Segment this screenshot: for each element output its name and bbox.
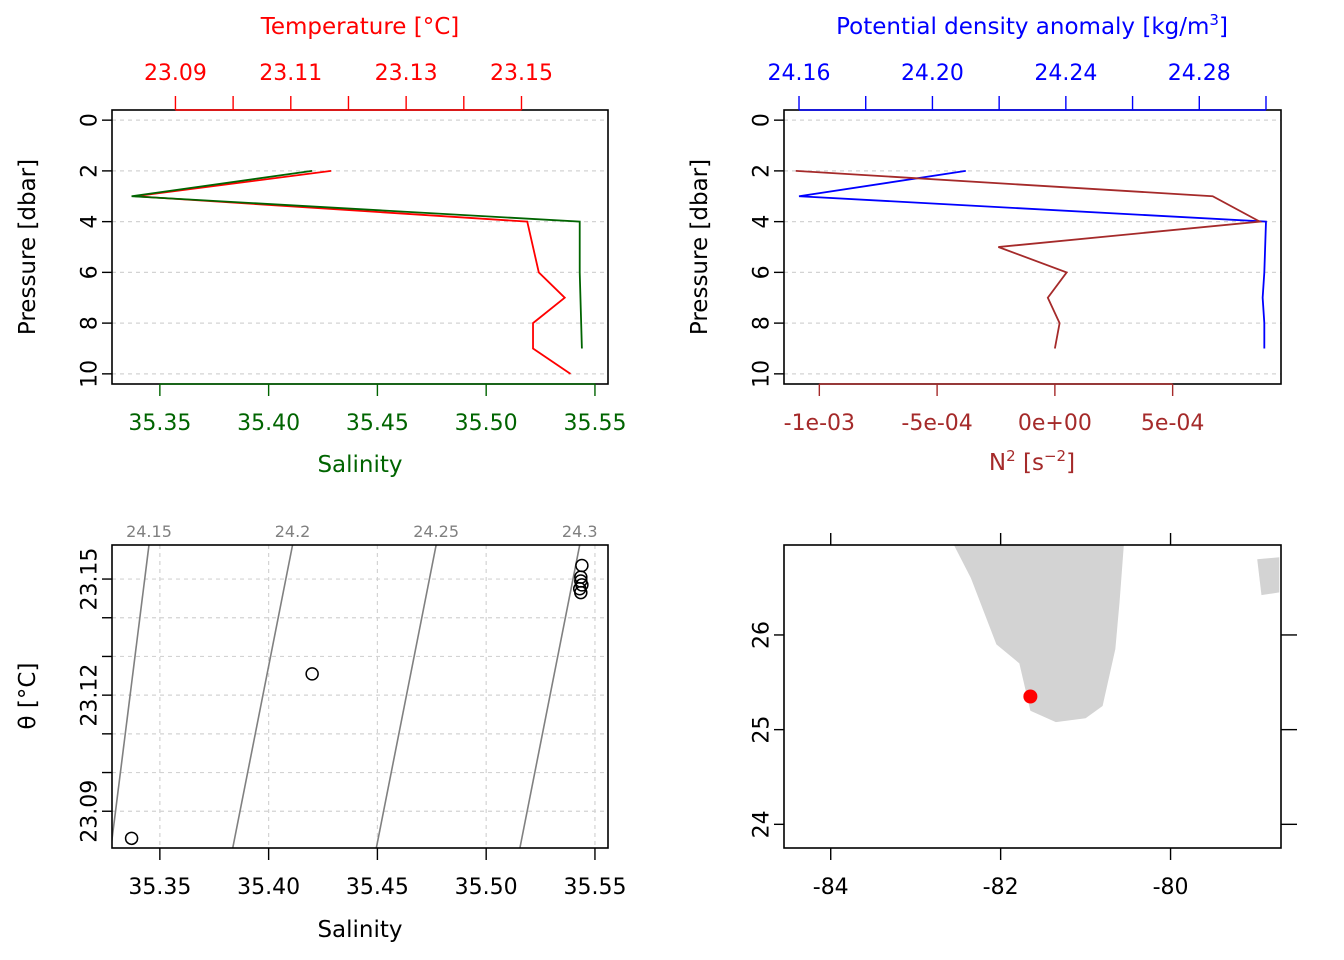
bottom-axis-tick-label: 0e+00 bbox=[1018, 411, 1092, 436]
pressure-tick-label: 0 bbox=[750, 113, 775, 127]
ts-point bbox=[124, 831, 139, 846]
top-axis-tick-label: 24.24 bbox=[1034, 61, 1097, 86]
bottom-axis-tick-label: -5e-04 bbox=[901, 411, 972, 436]
y-axis-title: Pressure [dbar] bbox=[15, 159, 41, 335]
isopycnal-label: 24.15 bbox=[126, 522, 172, 541]
land-group bbox=[953, 545, 1280, 723]
ts-point bbox=[574, 585, 588, 600]
ts-diagram-panel: 24.15 24.2 24.25 24.3 35.35 35.40 35.45 35.50 35… bbox=[15, 522, 626, 943]
x-tick-label: 35.55 bbox=[563, 875, 626, 900]
pressure-tick-label: 2 bbox=[78, 164, 103, 178]
y-tick-label: 23.12 bbox=[78, 664, 103, 727]
top-axis-tick-label: 23.15 bbox=[490, 61, 553, 86]
pressure-tick-label: 6 bbox=[750, 265, 775, 279]
lon-tick-label: -84 bbox=[813, 875, 849, 900]
temperature-axis-title: Temperature [°C] bbox=[260, 14, 460, 40]
isopycnal-group bbox=[112, 545, 581, 848]
y-tick-label: 23.09 bbox=[78, 780, 103, 843]
pressure-tick-label: 10 bbox=[750, 360, 775, 388]
station-map-panel: -84 -82 -80 24 25 26 bbox=[750, 533, 1297, 900]
pressure-tick-label: 0 bbox=[78, 113, 103, 127]
x-axis-title: Salinity bbox=[317, 917, 402, 943]
station-marker bbox=[1023, 689, 1038, 704]
pressure-tick-label: 8 bbox=[750, 316, 775, 330]
bottom-axis-tick-label: 35.50 bbox=[455, 411, 518, 436]
land-polygon bbox=[1257, 557, 1280, 596]
isopycnal-line bbox=[519, 545, 581, 848]
isopycnal-line bbox=[375, 545, 437, 848]
y-axis-title: θ [°C] bbox=[15, 663, 41, 730]
lat-tick-label: 25 bbox=[750, 716, 775, 744]
pressure-tick-label: 8 bbox=[78, 316, 103, 330]
density-axis-title: Potential density anomaly [kg/m3] bbox=[836, 11, 1228, 40]
y-axis-title: Pressure [dbar] bbox=[687, 159, 713, 335]
ts-point bbox=[305, 667, 319, 681]
top-axis-tick-label: 24.20 bbox=[901, 61, 964, 86]
bottom-axis-tick-label: 5e-04 bbox=[1141, 411, 1204, 436]
density-n2-profile-panel: 0 2 4 6 8 10 Pressure [dbar] 24.16 24.20 24.24 24.… bbox=[687, 11, 1282, 476]
pressure-tick-label: 4 bbox=[78, 215, 103, 229]
lat-tick-label: 26 bbox=[750, 621, 775, 649]
bottom-axis-tick-label: 35.40 bbox=[237, 411, 300, 436]
1-series-line-bottom bbox=[795, 169, 1263, 349]
bottom-axis-tick-label: -1e-03 bbox=[784, 411, 855, 436]
isopycnal-line bbox=[231, 545, 294, 848]
top-axis-tick-label: 24.16 bbox=[768, 61, 831, 86]
land-polygon bbox=[953, 545, 1124, 723]
lon-tick-label: -82 bbox=[983, 875, 1019, 900]
bottom-axis-tick-label: 35.55 bbox=[563, 411, 626, 436]
y-tick-label: 23.15 bbox=[78, 548, 103, 611]
x-tick-label: 35.50 bbox=[455, 875, 518, 900]
isopycnal-label: 24.3 bbox=[562, 522, 598, 541]
x-tick-label: 35.40 bbox=[237, 875, 300, 900]
top-axis-tick-label: 23.11 bbox=[259, 61, 322, 86]
plot-frame bbox=[783, 544, 1282, 849]
lat-tick-label: 24 bbox=[750, 810, 775, 838]
top-axis-tick-label: 24.28 bbox=[1168, 61, 1231, 86]
x-tick-label: 35.45 bbox=[346, 875, 409, 900]
ts-point bbox=[575, 558, 589, 573]
pressure-tick-label: 10 bbox=[78, 360, 103, 388]
n2-axis-title: N2 [s−2] bbox=[989, 447, 1075, 476]
lon-tick-label: -80 bbox=[1153, 875, 1189, 900]
isopycnal-line bbox=[112, 545, 150, 846]
pressure-tick-label: 4 bbox=[750, 215, 775, 229]
1-series-line-top bbox=[798, 170, 1267, 349]
pressure-tick-label: 2 bbox=[750, 164, 775, 178]
plot-frame bbox=[111, 544, 609, 849]
bottom-axis-tick-label: 35.45 bbox=[346, 411, 409, 436]
pressure-tick-label: 6 bbox=[78, 265, 103, 279]
top-axis-tick-label: 23.13 bbox=[375, 61, 438, 86]
plot-frame bbox=[783, 109, 1282, 385]
salinity-axis-title: Salinity bbox=[317, 452, 402, 478]
temperature-salinity-profile-panel: 0 2 4 6 8 10 Pressure [dbar] 23.09 23.11 23.13 23.… bbox=[15, 14, 626, 478]
0-series-line-bottom bbox=[131, 169, 583, 349]
isopycnal-label: 24.2 bbox=[275, 522, 311, 541]
top-axis-tick-label: 23.09 bbox=[144, 61, 207, 86]
x-tick-label: 35.35 bbox=[128, 875, 191, 900]
bottom-axis-tick-label: 35.35 bbox=[128, 411, 191, 436]
isopycnal-label: 24.25 bbox=[413, 522, 459, 541]
